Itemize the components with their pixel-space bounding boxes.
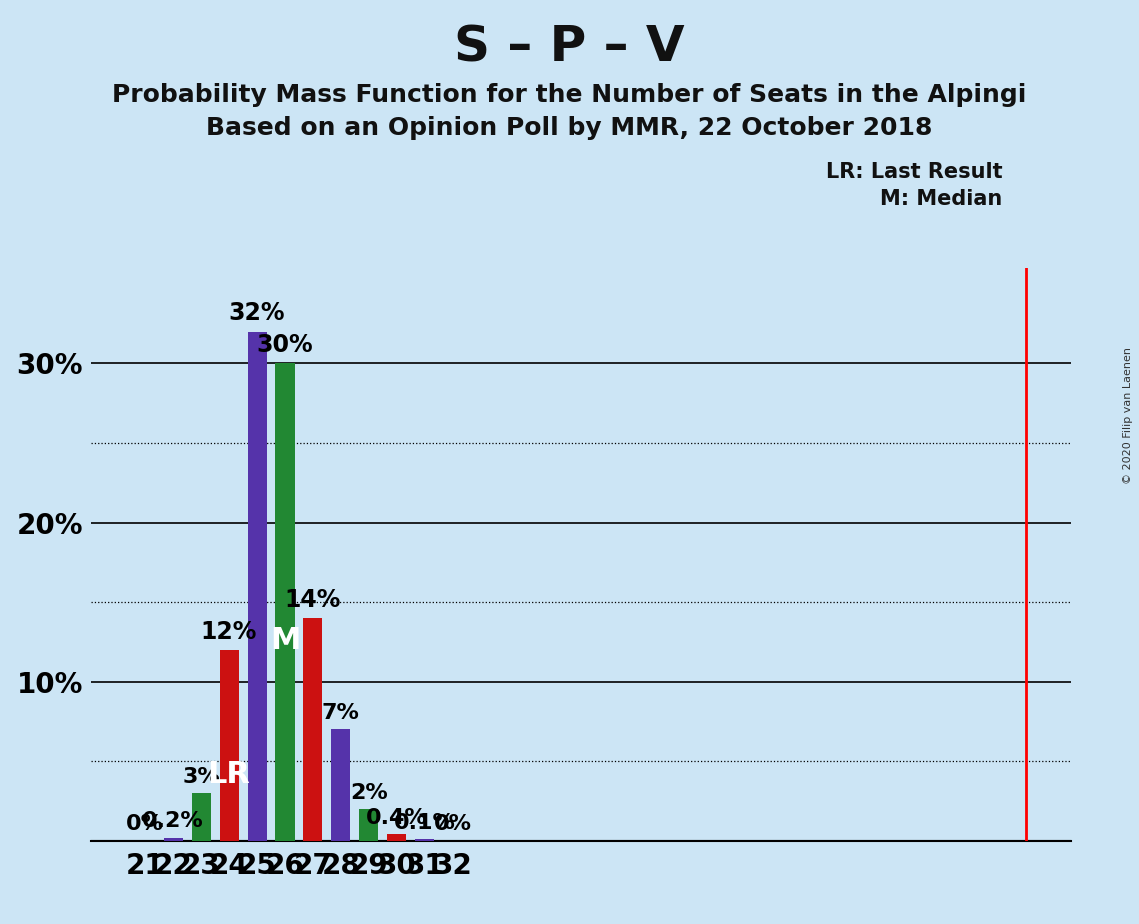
Bar <box>191 793 211 841</box>
Bar <box>303 618 322 841</box>
Text: © 2020 Filip van Laenen: © 2020 Filip van Laenen <box>1123 347 1133 484</box>
Text: M: M <box>270 626 301 655</box>
Text: LR: LR <box>207 760 251 788</box>
Text: 30%: 30% <box>256 333 313 357</box>
Text: 32%: 32% <box>229 301 285 325</box>
Text: 0%: 0% <box>126 814 164 834</box>
Bar <box>387 834 407 841</box>
Bar <box>416 839 434 841</box>
Text: 0.1%: 0.1% <box>394 813 456 833</box>
Bar <box>360 809 378 841</box>
Text: S – P – V: S – P – V <box>454 23 685 71</box>
Text: 0.2%: 0.2% <box>142 811 204 832</box>
Bar <box>276 363 295 841</box>
Text: Probability Mass Function for the Number of Seats in the Alpingi: Probability Mass Function for the Number… <box>113 83 1026 107</box>
Text: 12%: 12% <box>200 619 257 643</box>
Bar <box>164 838 182 841</box>
Text: M: Median: M: Median <box>880 189 1002 210</box>
Text: Based on an Opinion Poll by MMR, 22 October 2018: Based on an Opinion Poll by MMR, 22 Octo… <box>206 116 933 140</box>
Bar <box>220 650 238 841</box>
Text: 0.4%: 0.4% <box>366 808 428 828</box>
Text: 2%: 2% <box>350 783 387 803</box>
Text: 3%: 3% <box>182 767 220 786</box>
Text: 0%: 0% <box>434 814 472 834</box>
Text: 7%: 7% <box>322 703 360 723</box>
Text: LR: Last Result: LR: Last Result <box>826 162 1002 182</box>
Bar <box>247 332 267 841</box>
Text: 14%: 14% <box>285 588 342 612</box>
Bar <box>331 729 351 841</box>
